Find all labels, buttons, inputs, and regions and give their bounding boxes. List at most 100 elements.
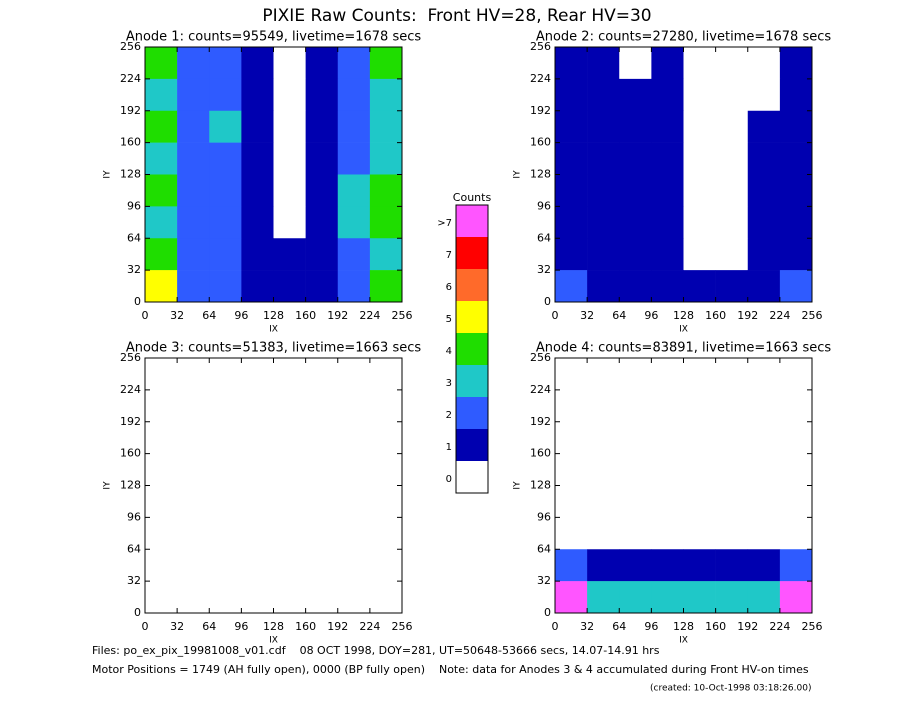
count-cell (369, 485, 403, 518)
x-tick-label: 32 (580, 309, 594, 322)
count-cell (209, 421, 242, 454)
panel-title: Anode 1: counts=95549, livetime=1678 sec… (126, 30, 422, 45)
count-cell (619, 389, 652, 423)
panel-title: Anode 4: counts=83891, livetime=1663 sec… (536, 341, 832, 356)
count-cell (555, 47, 588, 80)
count-cell (651, 174, 684, 207)
y-tick-label: 160 (120, 136, 141, 149)
x-tick-label: 64 (612, 309, 626, 322)
y-tick-label: 0 (544, 606, 551, 619)
count-cell (587, 485, 620, 518)
count-cell (715, 358, 749, 391)
x-tick-label: 192 (737, 620, 758, 633)
count-cell (587, 78, 620, 112)
count-cell (177, 517, 210, 550)
y-tick-label: 32 (127, 263, 141, 276)
count-cell (587, 421, 620, 454)
count-cell (779, 389, 813, 423)
count-cell (651, 421, 684, 454)
x-tick-label: 32 (580, 620, 594, 633)
count-cell (209, 238, 242, 271)
count-cell (337, 549, 371, 582)
x-tick-label: 0 (552, 620, 559, 633)
count-cell (241, 581, 274, 614)
count-cell (305, 421, 339, 454)
y-tick-label: 224 (120, 383, 141, 396)
count-cell (337, 78, 371, 112)
x-tick-label: 160 (705, 309, 726, 322)
count-cell (715, 389, 749, 423)
count-cell (651, 206, 684, 239)
colorbar-title: Counts (453, 191, 492, 204)
count-cell (555, 421, 588, 454)
count-cell (145, 110, 178, 143)
count-cell (241, 142, 274, 175)
count-cell (651, 453, 684, 486)
count-cell (369, 206, 403, 239)
count-cell (555, 581, 588, 614)
y-tick-label: 256 (530, 40, 551, 53)
count-cell (651, 142, 684, 175)
footer-files: Files: po_ex_pix_19981008_v01.cdf 08 OCT… (92, 644, 660, 657)
x-tick-label: 128 (673, 309, 694, 322)
count-cell (747, 453, 781, 486)
panel-title: Anode 3: counts=51383, livetime=1663 sec… (126, 341, 422, 356)
colorbar-frame (455, 204, 489, 494)
x-tick-label: 64 (202, 620, 216, 633)
count-cell (683, 78, 716, 112)
count-cell (305, 485, 339, 518)
count-cell (305, 78, 339, 112)
count-cell (587, 270, 620, 303)
count-cell (555, 206, 588, 239)
count-cell (587, 110, 620, 143)
count-cell (619, 174, 652, 207)
count-cell (779, 549, 813, 582)
y-tick-label: 160 (530, 447, 551, 460)
count-cell (715, 78, 749, 112)
x-axis-label: IX (679, 636, 688, 646)
count-cell (273, 549, 306, 582)
count-cell (177, 174, 210, 207)
panel-title: Anode 2: counts=27280, livetime=1678 sec… (536, 30, 832, 45)
count-cell (779, 581, 813, 614)
count-cell (241, 206, 274, 239)
y-tick-label: 160 (120, 447, 141, 460)
x-axis-label: IX (679, 325, 688, 335)
count-cell (779, 453, 813, 486)
count-cell (369, 453, 403, 486)
count-cell (337, 421, 371, 454)
count-cell (747, 421, 781, 454)
x-tick-label: 224 (769, 620, 790, 633)
count-cell (587, 206, 620, 239)
y-axis-label: IY (513, 170, 523, 179)
count-cell (747, 78, 781, 112)
count-cell (715, 206, 749, 239)
count-cell (273, 453, 306, 486)
count-cell (177, 238, 210, 271)
count-cell (209, 270, 242, 303)
colorbar-label: 7 (446, 250, 452, 261)
colorbar-label: 3 (446, 378, 452, 389)
count-cell (779, 421, 813, 454)
count-cell (555, 270, 588, 303)
count-cell (779, 358, 813, 391)
count-cell (209, 47, 242, 80)
count-cell (779, 238, 813, 271)
count-cell (715, 47, 749, 80)
y-tick-label: 128 (530, 479, 551, 492)
count-cell (337, 485, 371, 518)
count-cell (747, 358, 781, 391)
count-cell (747, 142, 781, 175)
x-tick-label: 128 (263, 620, 284, 633)
count-cell (587, 174, 620, 207)
count-cell (715, 485, 749, 518)
count-cell (587, 581, 620, 614)
count-cell (683, 389, 716, 423)
count-cell (241, 110, 274, 143)
y-tick-label: 64 (537, 542, 551, 555)
x-tick-label: 96 (644, 309, 658, 322)
count-cell (305, 358, 339, 391)
x-tick-label: 32 (170, 620, 184, 633)
count-cell (747, 110, 781, 143)
count-cell (177, 485, 210, 518)
